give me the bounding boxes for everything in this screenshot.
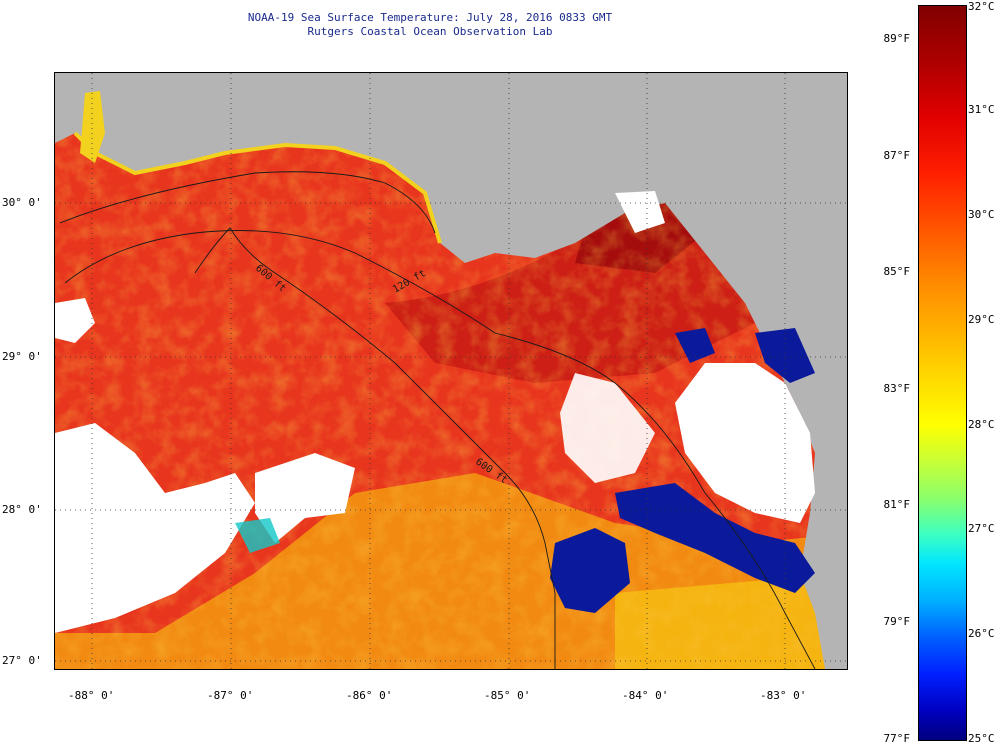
cloud-florida <box>675 363 815 523</box>
cb-label-79f: 79°F <box>883 615 911 628</box>
cool-water-patch-4 <box>755 328 815 383</box>
cb-label-28c: 28°C <box>968 418 995 431</box>
cool-water-patch-3 <box>675 328 715 363</box>
mobile-bay <box>80 91 105 163</box>
map-subtitle: Rutgers Coastal Ocean Observation Lab <box>307 25 553 38</box>
cb-label-32c: 32°C <box>968 0 995 13</box>
cb-label-81f: 81°F <box>883 498 911 511</box>
lon-label-88: -88° 0' <box>68 689 115 702</box>
cb-label-87f: 87°F <box>883 149 911 162</box>
cloud-nature-coast <box>560 373 655 483</box>
lat-label-30: 30° 0' <box>2 196 42 209</box>
cb-label-83f: 83°F <box>883 382 911 395</box>
map-title: NOAA-19 Sea Surface Temperature: July 28… <box>247 11 613 24</box>
cb-label-27c: 27°C <box>968 522 995 535</box>
cloud-central <box>255 453 355 543</box>
lat-label-27: 27° 0' <box>2 654 42 667</box>
lat-label-29: 29° 0' <box>2 350 42 363</box>
isobath-600ft <box>194 227 556 669</box>
cool-water-patch-1 <box>550 528 630 613</box>
isobath-120ft <box>64 230 816 669</box>
cb-label-29c: 29°C <box>968 313 995 326</box>
lon-label-87: -87° 0' <box>207 689 254 702</box>
cb-label-85f: 85°F <box>883 265 911 278</box>
sst-map: 600 ft 120 ft 600 ft <box>54 72 848 670</box>
grid-lines <box>55 73 847 669</box>
sst-map-canvas: 600 ft 120 ft 600 ft <box>55 73 847 669</box>
lon-label-86: -86° 0' <box>346 689 393 702</box>
cool-water-patch-5 <box>235 518 280 553</box>
cloud-small-west <box>55 298 95 343</box>
lon-label-85: -85° 0' <box>484 689 531 702</box>
lon-label-84: -84° 0' <box>622 689 669 702</box>
lat-label-28: 28° 0' <box>2 503 42 516</box>
cb-label-77f: 77°F <box>883 732 911 745</box>
cb-label-30c: 30°C <box>968 208 995 221</box>
cloud-big-bend <box>615 191 665 233</box>
cb-label-31c: 31°C <box>968 103 995 116</box>
cb-label-26c: 26°C <box>968 627 995 640</box>
cloud-west <box>55 423 255 633</box>
isobath-coastal <box>59 171 436 234</box>
cool-water-patch-2 <box>615 483 815 593</box>
cb-label-89f: 89°F <box>883 32 911 45</box>
land <box>55 73 847 669</box>
temperature-colorbar <box>918 5 967 741</box>
coastal-warm-fringe <box>73 131 442 244</box>
cb-label-25c: 25°C <box>968 732 995 745</box>
lon-label-83: -83° 0' <box>760 689 807 702</box>
